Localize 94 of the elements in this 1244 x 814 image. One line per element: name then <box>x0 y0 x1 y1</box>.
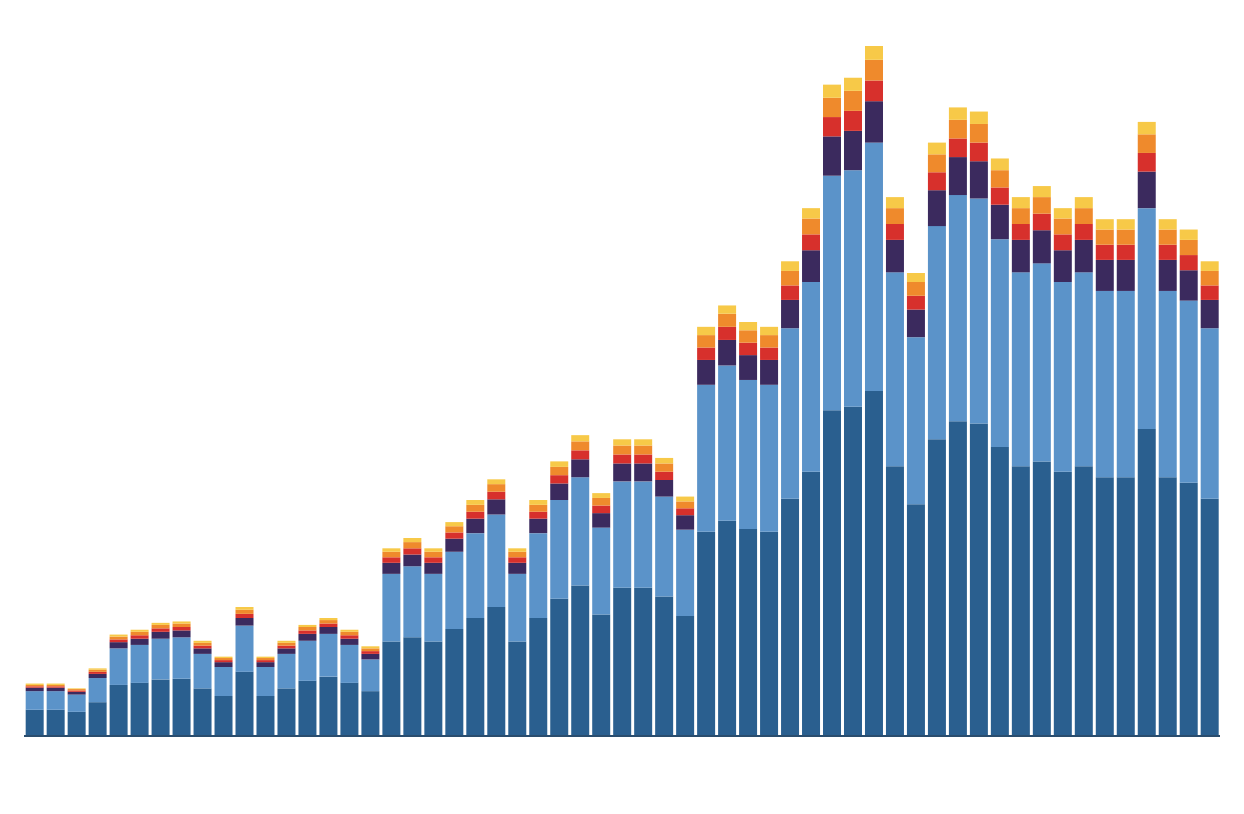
bar <box>466 511 485 519</box>
bar <box>676 501 695 509</box>
bar <box>1137 152 1156 172</box>
bar <box>864 46 883 60</box>
bar <box>1200 270 1219 286</box>
bar <box>927 142 946 155</box>
bar <box>403 542 422 549</box>
bar <box>802 208 821 219</box>
bar <box>571 459 590 478</box>
bar <box>1011 197 1030 209</box>
bar <box>885 208 904 225</box>
bar <box>550 475 569 484</box>
bar <box>592 513 611 528</box>
bar <box>424 557 443 563</box>
bar <box>697 326 716 336</box>
bar <box>277 648 296 654</box>
bar <box>487 479 506 485</box>
bar <box>927 154 946 173</box>
bar <box>885 224 904 240</box>
bar <box>655 463 674 472</box>
bar <box>802 218 821 235</box>
bar <box>88 673 107 679</box>
bar <box>487 484 506 492</box>
bar <box>529 504 548 512</box>
bar <box>571 450 590 460</box>
bar <box>508 557 527 563</box>
bar <box>445 532 464 539</box>
bar <box>718 305 737 314</box>
bar <box>927 172 946 191</box>
bar <box>676 508 695 516</box>
bar <box>655 471 674 481</box>
bar <box>676 515 695 530</box>
bar <box>508 562 527 574</box>
bar <box>718 313 737 327</box>
bar <box>550 466 569 476</box>
bar <box>424 551 443 558</box>
bar <box>885 197 904 209</box>
bar <box>235 618 254 626</box>
bar <box>1200 285 1219 300</box>
bar <box>1179 229 1198 240</box>
bar <box>592 505 611 514</box>
bar <box>864 80 883 102</box>
bar <box>403 537 422 543</box>
bar <box>571 435 590 442</box>
bar <box>571 441 590 451</box>
bar <box>802 250 821 282</box>
bar <box>697 347 716 360</box>
bar <box>990 204 1009 240</box>
bar <box>466 518 485 534</box>
bar <box>718 326 737 340</box>
bar <box>298 633 317 641</box>
bar <box>382 557 401 563</box>
bar <box>1032 186 1051 198</box>
bar <box>781 261 800 271</box>
bar <box>781 270 800 286</box>
bar <box>382 551 401 558</box>
bar <box>1158 219 1177 230</box>
bar <box>550 483 569 501</box>
bar <box>1137 121 1156 135</box>
bar <box>990 170 1009 188</box>
bar <box>193 648 212 654</box>
bar <box>697 335 716 348</box>
bar <box>487 499 506 515</box>
bar <box>990 187 1009 205</box>
bar <box>906 295 925 310</box>
bar <box>340 638 359 645</box>
bar <box>655 457 674 464</box>
bar <box>1200 261 1219 271</box>
bar <box>1053 208 1072 219</box>
bar <box>529 518 548 534</box>
bar <box>864 59 883 81</box>
bar <box>906 309 925 338</box>
bar <box>1137 134 1156 153</box>
bar <box>550 461 569 467</box>
bar <box>781 285 800 300</box>
bar <box>906 281 925 296</box>
bar <box>802 234 821 251</box>
bar <box>445 538 464 552</box>
bar <box>1074 197 1093 209</box>
bar <box>508 551 527 558</box>
bar <box>781 299 800 329</box>
bar <box>529 511 548 519</box>
bar <box>990 158 1009 171</box>
bar <box>487 491 506 500</box>
bar <box>592 497 611 506</box>
bar <box>906 273 925 282</box>
bar <box>361 653 380 660</box>
bar <box>235 613 254 619</box>
bar <box>403 548 422 555</box>
bar <box>1137 171 1156 209</box>
bar <box>885 239 904 273</box>
bar <box>445 526 464 533</box>
bar <box>319 626 338 634</box>
bar <box>466 504 485 512</box>
